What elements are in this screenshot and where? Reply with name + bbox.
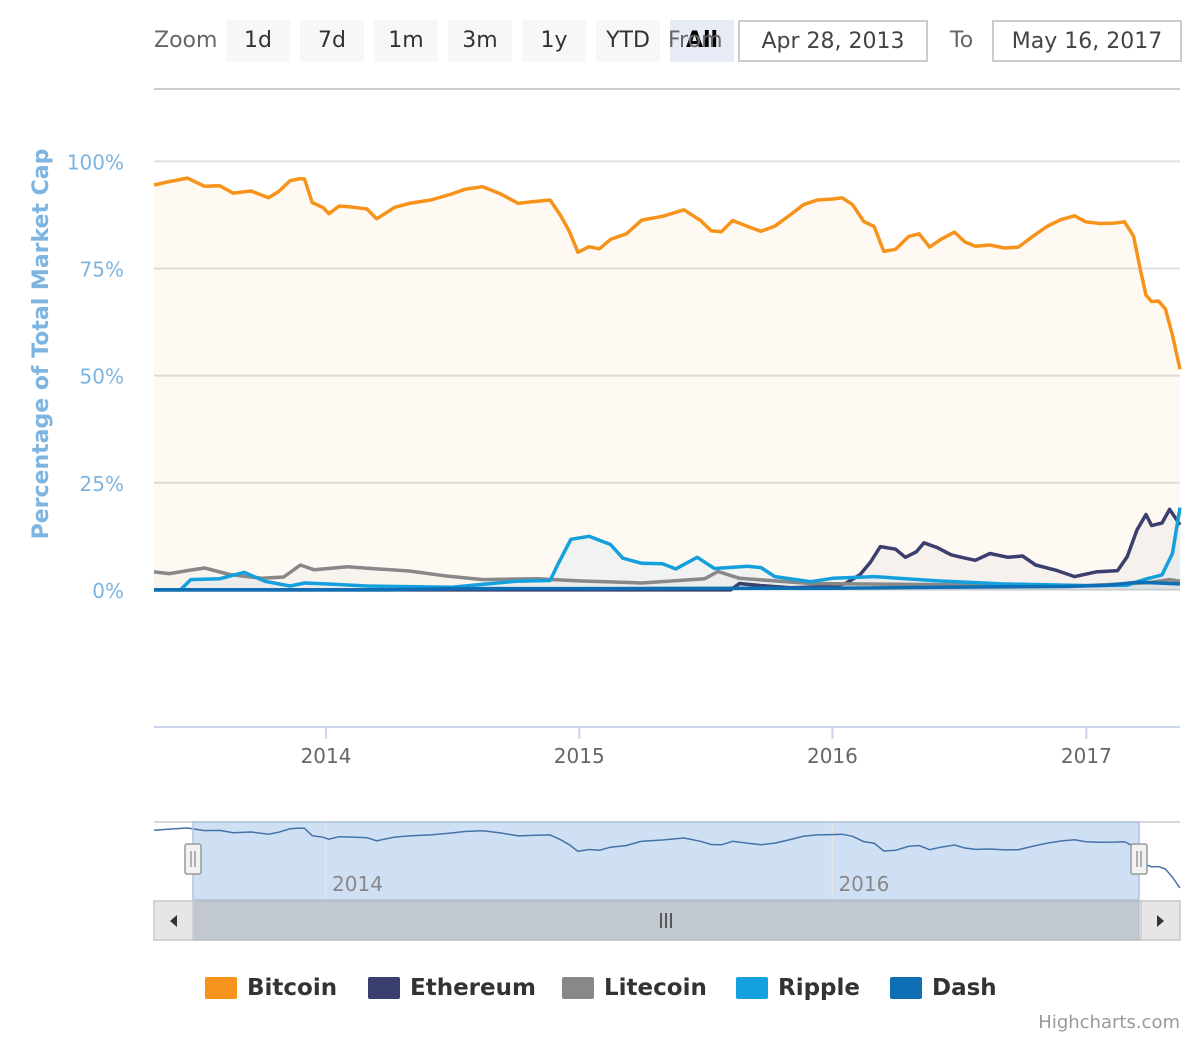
legend-swatch-ethereum bbox=[368, 977, 400, 999]
navigator-handle-left[interactable] bbox=[184, 843, 202, 875]
legend-item-litecoin[interactable]: Litecoin bbox=[562, 970, 707, 1006]
x-tick-label: 2017 bbox=[1061, 744, 1112, 768]
series-lines bbox=[153, 176, 1182, 592]
series-line-ethereum[interactable] bbox=[154, 507, 1182, 592]
axes: 0% 25% 50% 75% 100% 2014 2015 2016 2017 bbox=[67, 150, 1180, 768]
from-date-input[interactable] bbox=[738, 20, 928, 62]
y-tick-label: 75% bbox=[80, 258, 124, 282]
x-tick-label: 2015 bbox=[554, 744, 605, 768]
series-area-bitcoin bbox=[154, 178, 1180, 590]
range-button-1y[interactable]: 1y bbox=[522, 20, 586, 62]
navigator-handle-right[interactable] bbox=[1130, 843, 1148, 875]
range-button-1m[interactable]: 1m bbox=[374, 20, 438, 62]
legend-swatch-bitcoin bbox=[205, 977, 237, 999]
y-tick-label: 100% bbox=[67, 150, 124, 174]
to-date-input[interactable] bbox=[992, 20, 1182, 62]
range-button-ytd[interactable]: YTD bbox=[596, 20, 660, 62]
range-button-7d[interactable]: 7d bbox=[300, 20, 364, 62]
x-tick-label: 2016 bbox=[807, 744, 858, 768]
legend-label-ethereum: Ethereum bbox=[410, 975, 536, 1001]
navigator-tick-label: 2016 bbox=[838, 872, 889, 896]
range-button-all[interactable]: All bbox=[670, 20, 734, 62]
chevron-right-icon bbox=[1157, 915, 1164, 927]
y-axis-title: Percentage of Total Market Cap bbox=[29, 149, 54, 540]
y-tick-label: 0% bbox=[92, 579, 124, 603]
range-button-1d[interactable]: 1d bbox=[226, 20, 290, 62]
chevron-left-icon bbox=[170, 915, 177, 927]
legend-swatch-ripple bbox=[736, 977, 768, 999]
y-tick-label: 50% bbox=[80, 365, 124, 389]
legend-item-ethereum[interactable]: Ethereum bbox=[368, 970, 536, 1006]
series-line-bitcoin[interactable] bbox=[153, 176, 1182, 370]
series-line-dash[interactable] bbox=[154, 580, 1181, 592]
zoom-label: Zoom bbox=[154, 28, 218, 53]
series-line-ripple[interactable] bbox=[154, 507, 1182, 592]
series-area-ripple bbox=[154, 507, 1180, 590]
legend-swatch-dash bbox=[890, 977, 922, 999]
resize-handle-icon bbox=[184, 843, 202, 875]
legend-item-dash[interactable]: Dash bbox=[890, 970, 997, 1006]
legend-label-ripple: Ripple bbox=[778, 975, 861, 1001]
legend-label-litecoin: Litecoin bbox=[604, 975, 707, 1001]
scrollbar[interactable] bbox=[153, 900, 1181, 941]
range-button-3m[interactable]: 3m bbox=[448, 20, 512, 62]
x-tick-label: 2014 bbox=[301, 744, 352, 768]
resize-handle-icon bbox=[1130, 843, 1148, 875]
series-area-ethereum bbox=[154, 509, 1180, 590]
to-label: To bbox=[950, 28, 974, 53]
market-cap-chart: 0% 25% 50% 75% 100% 2014 2015 2016 2017 Percenta… bbox=[29, 88, 1182, 941]
navigator-tick-label: 2014 bbox=[332, 872, 383, 896]
y-tick-label: 25% bbox=[80, 472, 124, 496]
legend-item-ripple[interactable]: Ripple bbox=[736, 970, 860, 1006]
legend-label-dash: Dash bbox=[932, 975, 997, 1001]
legend-swatch-litecoin bbox=[562, 977, 594, 999]
navigator-series-line bbox=[153, 827, 1181, 889]
legend-item-bitcoin[interactable]: Bitcoin bbox=[205, 970, 337, 1006]
range-selector: Zoom 1d 7d 1m 3m 1y YTD All From To bbox=[0, 0, 1200, 80]
navigator[interactable]: 2014 2016 bbox=[153, 821, 1181, 901]
series-line-litecoin[interactable] bbox=[153, 563, 1181, 588]
credits-link[interactable]: Highcharts.com bbox=[1038, 1012, 1180, 1033]
navigator-selection[interactable] bbox=[193, 822, 1139, 900]
legend-label-bitcoin: Bitcoin bbox=[247, 975, 338, 1001]
